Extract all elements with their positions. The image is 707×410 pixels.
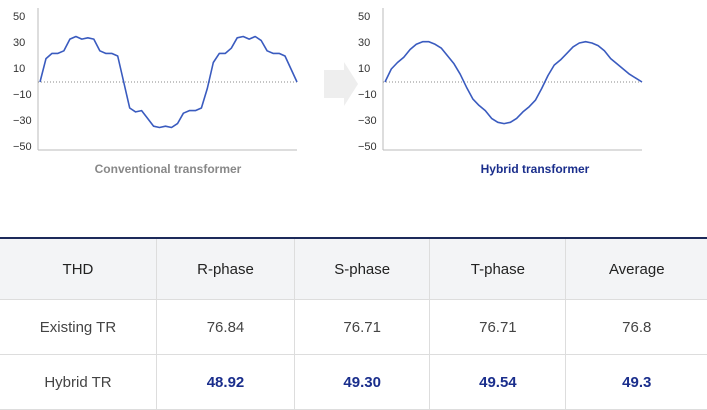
table-cell: 49.30 bbox=[294, 354, 431, 410]
table-cell: 76.71 bbox=[294, 299, 431, 355]
y-tick-label: 50 bbox=[358, 11, 370, 23]
header-cell: THD bbox=[0, 238, 157, 300]
y-tick-label: 30 bbox=[358, 37, 370, 49]
header-cell: S-phase bbox=[294, 238, 431, 300]
waveform bbox=[39, 35, 298, 129]
y-tick-label: 30 bbox=[13, 37, 25, 49]
chart-caption: Hybrid transformer bbox=[481, 162, 590, 176]
charts: Conventional transformer Hybrid transfor… bbox=[13, 8, 643, 176]
y-tick-label: −50 bbox=[13, 141, 32, 153]
y-tick-label: −30 bbox=[13, 115, 32, 127]
header-row: THD R-phase S-phase T-phase Average bbox=[0, 238, 707, 300]
y-tick-label: −50 bbox=[358, 141, 377, 153]
arrow bbox=[324, 62, 358, 106]
y-tick-label: −10 bbox=[358, 89, 377, 101]
table-row: Existing TR 76.84 76.71 76.71 76.8 bbox=[0, 299, 707, 355]
table-cell: Hybrid TR bbox=[0, 354, 157, 410]
table-cell: 49.3 bbox=[565, 354, 707, 410]
thd-table: THD R-phase S-phase T-phase Average Existing … bbox=[0, 237, 707, 410]
y-tick-label: 10 bbox=[358, 63, 370, 75]
y-tick-label: 10 bbox=[13, 63, 25, 75]
chart-caption: Conventional transformer bbox=[95, 162, 242, 176]
table-cell: 76.71 bbox=[429, 299, 567, 355]
header-cell: Average bbox=[565, 238, 707, 300]
y-tick-label: −30 bbox=[358, 115, 377, 127]
table-cell: 48.92 bbox=[156, 354, 296, 410]
y-tick-label: −10 bbox=[13, 89, 32, 101]
table-cell: Existing TR bbox=[0, 299, 157, 355]
table-cell: 76.8 bbox=[565, 299, 707, 355]
table-cell: 76.84 bbox=[156, 299, 296, 355]
header-cell: R-phase bbox=[156, 238, 296, 300]
table-cell: 49.54 bbox=[429, 354, 567, 410]
y-tick-label: 50 bbox=[13, 11, 25, 23]
waveform bbox=[384, 40, 643, 125]
table-row: Hybrid TR 48.92 49.30 49.54 49.3 bbox=[0, 354, 707, 410]
header-cell: T-phase bbox=[429, 238, 567, 300]
